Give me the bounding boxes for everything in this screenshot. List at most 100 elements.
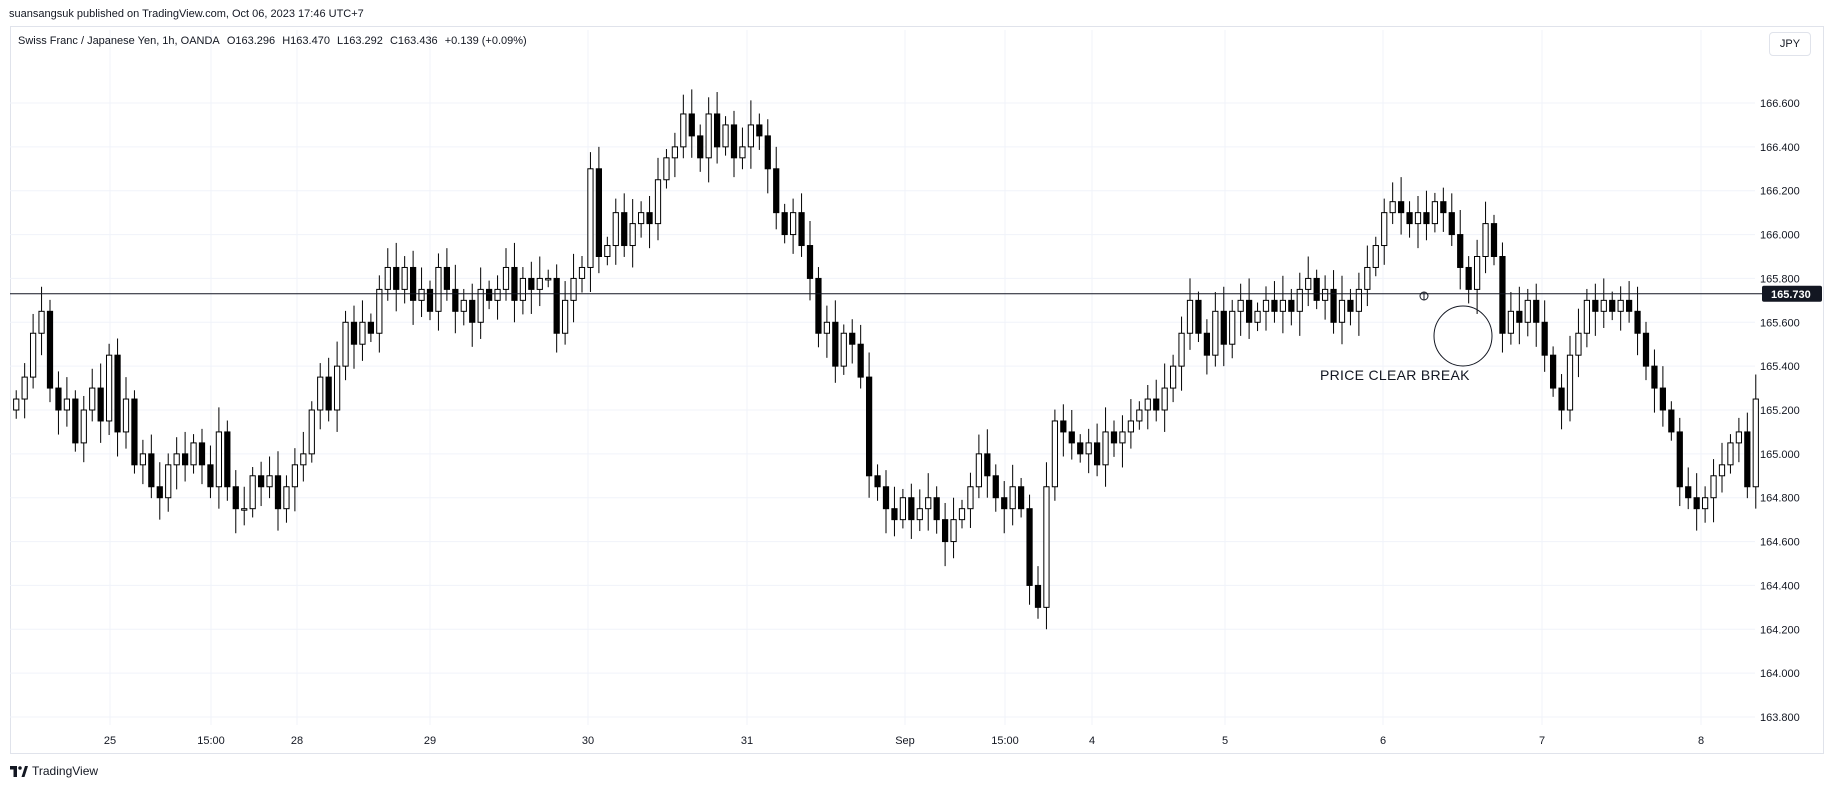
current-price-tag: 165.730 <box>1762 285 1822 302</box>
y-tick-label: 166.400 <box>1760 142 1800 154</box>
candle-bull <box>722 124 729 148</box>
candle-bear <box>1288 299 1295 312</box>
candle-bear <box>1448 212 1455 236</box>
legend-open: O163.296 <box>226 35 276 47</box>
candle-bull <box>308 409 315 455</box>
candle-bear <box>207 464 214 488</box>
candle-bull <box>899 497 907 521</box>
y-tick-label: 165.400 <box>1760 361 1800 373</box>
x-tick-label: 15:00 <box>991 735 1019 747</box>
candle-bear <box>713 113 721 148</box>
candle-bear <box>553 277 560 334</box>
candle-bull <box>494 288 501 301</box>
candle-bull <box>1136 409 1143 422</box>
candle-bull <box>384 266 391 290</box>
y-tick-label: 166.200 <box>1760 186 1800 198</box>
candle-bull <box>89 387 96 411</box>
candle-bear <box>891 508 898 521</box>
candle-bull <box>1085 442 1092 455</box>
candle-bull <box>29 332 37 378</box>
candle-bear <box>393 266 400 290</box>
candle-bull <box>63 398 71 411</box>
y-axis-labels: 163.800 164.000 164.200 164.400 164.600 164.8… <box>1760 98 1800 724</box>
candle-bull <box>663 157 670 181</box>
candle-bear <box>367 321 375 334</box>
x-tick-label: 29 <box>424 735 436 747</box>
break-highlight-circle <box>1433 305 1493 367</box>
candle-bull <box>739 146 746 159</box>
candle-bear <box>1668 409 1675 433</box>
candle-bull <box>1262 299 1270 312</box>
candle-bull <box>536 277 543 290</box>
candle-bull <box>975 453 983 488</box>
candle-bear <box>1516 310 1523 323</box>
candle-bear <box>1093 442 1101 466</box>
candle-bear <box>756 124 763 137</box>
y-tick-label: 165.800 <box>1760 273 1800 285</box>
candle-bull <box>1364 266 1371 290</box>
candle-bear <box>257 475 265 488</box>
x-tick-label: Sep <box>895 735 915 747</box>
candle-bull <box>1169 365 1177 389</box>
candle-bear <box>1068 431 1075 444</box>
x-tick-label: 15:00 <box>197 735 225 747</box>
candle-bear <box>469 299 476 323</box>
candle-bull <box>1051 420 1059 488</box>
candle-bear <box>1676 431 1683 488</box>
candle-bull <box>1321 288 1329 301</box>
y-tick-label: 165.000 <box>1760 449 1800 461</box>
candle-bear <box>1634 310 1641 334</box>
candle-bull <box>1431 201 1439 225</box>
candle-bear <box>1457 234 1464 268</box>
candle-bull <box>545 277 552 281</box>
candle-bull <box>21 376 28 400</box>
y-tick-label: 164.000 <box>1760 668 1800 680</box>
candle-bull <box>578 266 586 279</box>
candle-bear <box>1001 497 1008 510</box>
candles <box>13 89 1759 630</box>
candle-bear <box>764 135 771 170</box>
candle-bull <box>637 212 645 225</box>
candle-bull <box>1144 398 1151 411</box>
y-tick-label: 164.400 <box>1760 580 1800 592</box>
x-tick-label: 8 <box>1698 735 1704 747</box>
candle-bull <box>1414 212 1422 225</box>
candle-bear <box>1397 201 1405 214</box>
candle-bull <box>13 398 20 411</box>
candle-bull <box>604 245 611 258</box>
candle-bull <box>435 266 442 312</box>
x-tick-label: 28 <box>291 735 303 747</box>
candle-bull <box>460 299 467 312</box>
candle-bull <box>519 277 527 301</box>
x-tick-label: 25 <box>104 735 116 747</box>
legend-high: H163.470 <box>282 35 330 47</box>
annotation-price-clear-break: PRICE CLEAR BREAK <box>1320 367 1470 383</box>
candle-bull <box>1701 497 1709 510</box>
candle-bull <box>1338 299 1346 323</box>
candle-bear <box>46 310 54 389</box>
candle-bear <box>992 475 999 499</box>
candle-bull <box>317 376 324 411</box>
candle-bull <box>1372 245 1379 268</box>
candle-bull <box>747 124 755 148</box>
candle-bear <box>781 212 788 236</box>
candle-bear <box>325 376 332 411</box>
candle-bear <box>1541 321 1548 356</box>
y-tick-label: 164.600 <box>1760 537 1800 549</box>
tradingview-brand[interactable]: TradingView <box>10 764 98 778</box>
candle-bear <box>148 453 155 488</box>
candle-bull <box>359 321 366 345</box>
candle-bear <box>1245 299 1253 323</box>
candle-bull <box>105 354 113 422</box>
candle-bull <box>190 442 197 466</box>
candle-bear <box>1744 431 1751 488</box>
candle-bull <box>165 464 172 499</box>
x-tick-label: 5 <box>1222 735 1228 747</box>
candle-bear <box>1625 299 1633 312</box>
candle-bull <box>958 508 966 521</box>
candle-bull <box>1389 201 1396 214</box>
currency-button[interactable]: JPY <box>1769 32 1811 56</box>
brand-label: TradingView <box>32 764 99 778</box>
candle-bear <box>1313 277 1320 301</box>
